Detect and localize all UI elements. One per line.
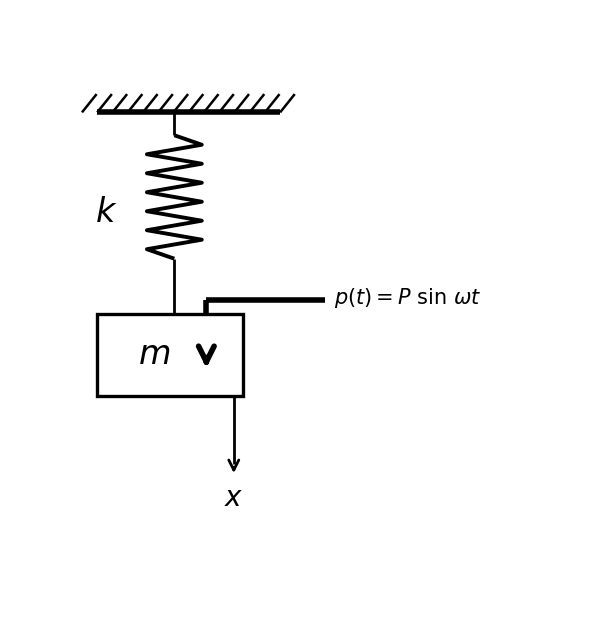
Text: $x$: $x$ [224,485,244,512]
Text: $k$: $k$ [94,197,117,229]
Text: $m$: $m$ [137,339,170,370]
Bar [97,314,243,396]
Text: $p(t) = P\ \mathrm{sin}\ \omega t$: $p(t) = P\ \mathrm{sin}\ \omega t$ [335,285,482,309]
